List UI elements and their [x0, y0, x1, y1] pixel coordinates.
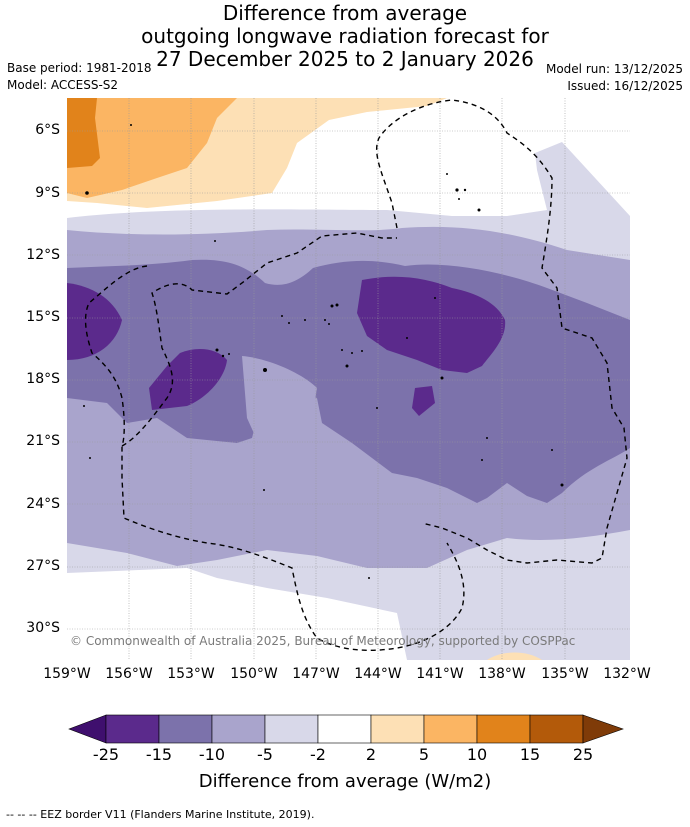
- map-copyright: © Commonwealth of Australia 2025, Bureau…: [70, 634, 576, 648]
- region-deep-purple-west: [67, 283, 122, 360]
- eez-borders: [84, 99, 628, 652]
- region-light-orange-south: [487, 652, 542, 660]
- colorbar-tick-label: 25: [572, 745, 594, 764]
- lon-label: 150°W: [230, 666, 278, 682]
- colorbar-tick-label: 5: [418, 745, 430, 764]
- lat-label: 18°S: [26, 371, 60, 387]
- colorbar-tick-label: -5: [257, 745, 273, 764]
- region-deep-purple-east: [357, 276, 506, 373]
- lat-label: 15°S: [26, 309, 60, 325]
- map-gridlines: [67, 98, 630, 660]
- model-name: Model: ACCESS-S2: [7, 78, 119, 92]
- colorbar-extend-above: [582, 714, 624, 744]
- lon-label: 147°W: [292, 666, 340, 682]
- lon-label: 132°W: [603, 666, 651, 682]
- lon-label: 156°W: [105, 666, 153, 682]
- colorbar-segment: [211, 714, 266, 744]
- lon-label: 135°W: [541, 666, 589, 682]
- lat-label: 27°S: [26, 558, 60, 574]
- colorbar-tick-label: -15: [145, 745, 173, 764]
- title-line-3: 27 December 2025 to 2 January 2026: [156, 47, 534, 71]
- lon-label: 159°W: [43, 666, 91, 682]
- islands: [83, 124, 564, 579]
- lat-label: 24°S: [26, 496, 60, 512]
- colorbar-tick-label: 10: [466, 745, 488, 764]
- colorbar-segment: [158, 714, 213, 744]
- colorbar-segment: [423, 714, 478, 744]
- lon-label: 144°W: [354, 666, 402, 682]
- issued-date: Issued: 16/12/2025: [567, 79, 683, 93]
- region-dark-orange: [67, 98, 100, 168]
- region-mid-orange: [67, 98, 237, 198]
- region-deep-purple-mid: [149, 348, 227, 410]
- colorbar-title: Difference from average (W/m2): [198, 771, 492, 792]
- colorbar-segment: [317, 714, 372, 744]
- lat-label: 9°S: [35, 185, 60, 201]
- base-period: Base period: 1981-2018: [7, 61, 152, 75]
- colorbar-segment: [476, 714, 531, 744]
- lat-label: 6°S: [35, 122, 60, 138]
- lat-label: 30°S: [26, 620, 60, 636]
- colorbar-tick-label: -10: [198, 745, 226, 764]
- region-medium-purple-patch: [242, 356, 317, 443]
- model-run: Model run: 13/12/2025: [545, 62, 683, 76]
- colorbar-segment: [105, 714, 160, 744]
- lat-label: 12°S: [26, 247, 60, 263]
- colorbar-tick-label: 2: [365, 745, 377, 764]
- lat-label: 21°S: [26, 433, 60, 449]
- colorbar-segment: [370, 714, 425, 744]
- anomaly-map: [67, 98, 630, 660]
- colorbar: [68, 714, 624, 744]
- lon-label: 141°W: [416, 666, 464, 682]
- eez-footnote: -- -- -- EEZ border V11 (Flanders Marine…: [6, 808, 315, 821]
- colorbar-tick-label: -2: [310, 745, 326, 764]
- colorbar-extend-below: [68, 714, 107, 744]
- colorbar-segment: [529, 714, 584, 744]
- lon-label: 153°W: [167, 666, 215, 682]
- lon-label: 138°W: [478, 666, 526, 682]
- colorbar-segment: [264, 714, 319, 744]
- region-deep-purple-small: [412, 386, 435, 416]
- title-line-1: Difference from average: [222, 1, 468, 25]
- colorbar-tick-label: 15: [519, 745, 541, 764]
- title-line-2: outgoing longwave radiation forecast for: [141, 24, 549, 48]
- colorbar-tick-label: -25: [92, 745, 120, 764]
